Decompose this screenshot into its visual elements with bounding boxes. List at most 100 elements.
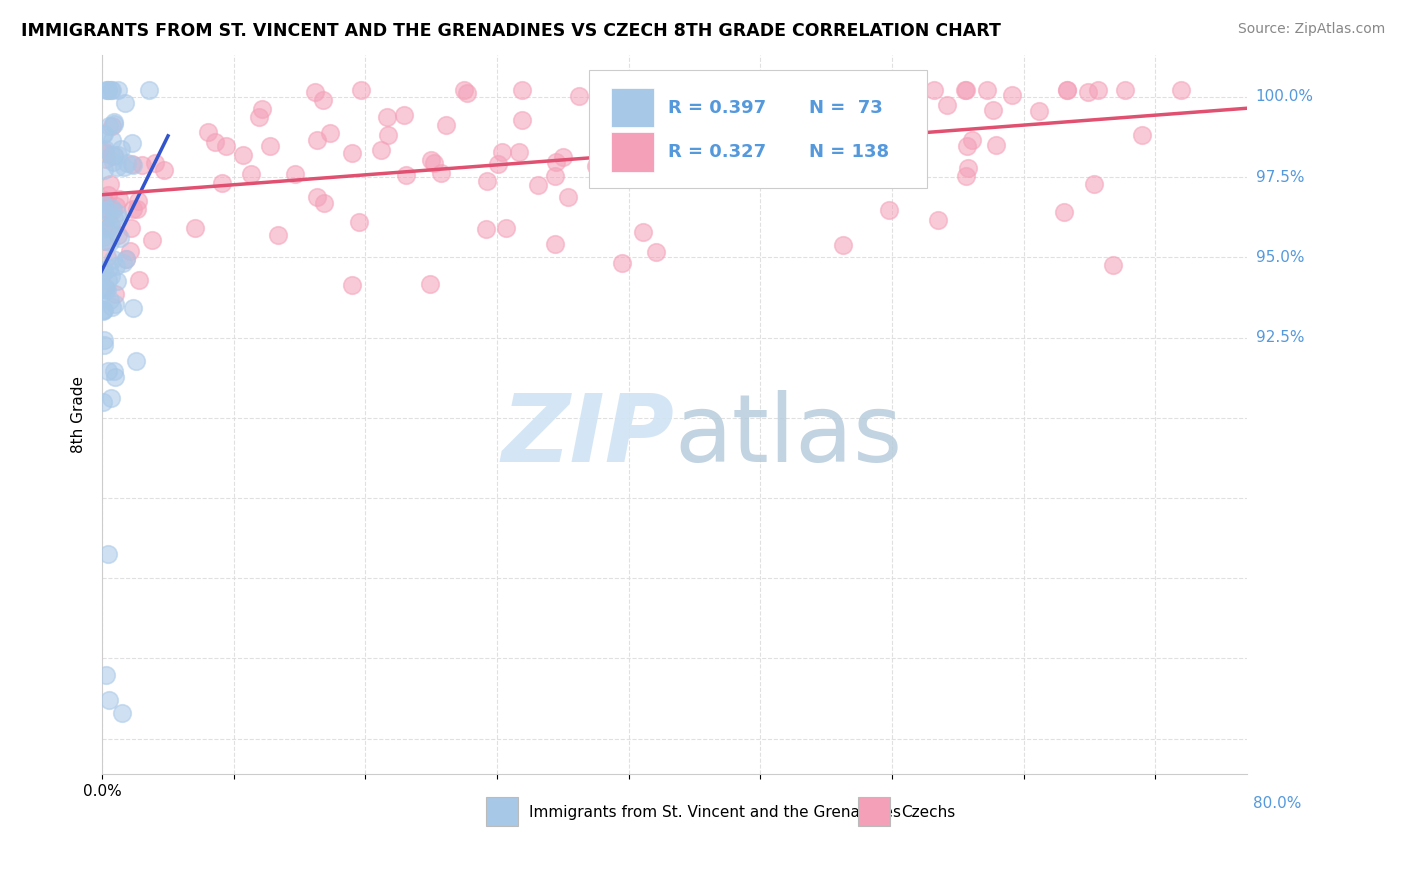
Point xyxy=(152,162,174,177)
Point xyxy=(434,118,457,132)
Point xyxy=(312,93,335,107)
Point xyxy=(103,117,125,131)
Point xyxy=(304,85,326,99)
Point xyxy=(1056,83,1078,97)
Point xyxy=(121,157,143,171)
Point xyxy=(724,137,747,152)
Text: N = 138: N = 138 xyxy=(808,144,889,161)
Point xyxy=(96,221,118,235)
Point xyxy=(347,214,370,228)
FancyBboxPatch shape xyxy=(610,132,654,172)
Point xyxy=(807,168,830,182)
Point xyxy=(97,83,120,97)
Point xyxy=(93,334,115,348)
Point xyxy=(598,123,620,137)
Point xyxy=(1170,83,1192,97)
Point xyxy=(125,202,148,216)
Point xyxy=(1028,103,1050,118)
Point xyxy=(495,220,517,235)
Point xyxy=(319,126,342,140)
Point xyxy=(105,160,128,174)
Point xyxy=(546,155,568,169)
Point xyxy=(93,285,115,300)
Point xyxy=(211,176,233,190)
Point xyxy=(419,277,441,291)
Point xyxy=(981,103,1004,117)
Point xyxy=(247,110,270,124)
FancyBboxPatch shape xyxy=(486,797,517,826)
Point xyxy=(832,238,855,252)
Point xyxy=(131,158,153,172)
Point xyxy=(508,145,530,159)
Point xyxy=(748,83,770,97)
Point xyxy=(935,98,957,112)
Point xyxy=(585,159,607,173)
Point xyxy=(986,137,1008,152)
Point xyxy=(1087,83,1109,97)
Point xyxy=(453,83,475,97)
Point xyxy=(873,83,896,97)
FancyBboxPatch shape xyxy=(589,70,927,188)
Point xyxy=(97,693,120,707)
Point xyxy=(557,189,579,203)
Point xyxy=(813,142,835,156)
Point xyxy=(91,196,114,211)
Point xyxy=(901,89,924,103)
Point xyxy=(430,166,453,180)
Point xyxy=(93,144,115,158)
Point xyxy=(1001,88,1024,103)
FancyBboxPatch shape xyxy=(610,87,654,128)
Text: IMMIGRANTS FROM ST. VINCENT AND THE GRENADINES VS CZECH 8TH GRADE CORRELATION CH: IMMIGRANTS FROM ST. VINCENT AND THE GREN… xyxy=(21,22,1001,40)
Point xyxy=(204,135,226,149)
Point xyxy=(855,104,877,119)
Point xyxy=(976,83,998,97)
Point xyxy=(96,202,118,217)
Point xyxy=(831,149,853,163)
Point xyxy=(770,162,793,177)
Point xyxy=(108,231,131,245)
Point xyxy=(370,143,392,157)
Point xyxy=(122,202,145,217)
Point xyxy=(927,212,949,227)
Point xyxy=(104,259,127,273)
Point xyxy=(143,155,166,169)
Point xyxy=(103,364,125,378)
Text: N =  73: N = 73 xyxy=(808,99,883,117)
Text: 97.5%: 97.5% xyxy=(1256,169,1305,185)
Point xyxy=(100,83,122,97)
Point xyxy=(97,210,120,224)
Point xyxy=(183,220,205,235)
Point xyxy=(568,89,591,103)
Point xyxy=(955,83,977,97)
Point xyxy=(115,252,138,266)
Point xyxy=(97,83,120,97)
Point xyxy=(98,235,121,249)
Point xyxy=(100,148,122,162)
Point xyxy=(769,151,792,165)
Point xyxy=(863,105,886,120)
Point xyxy=(551,150,574,164)
Point xyxy=(704,83,727,97)
Point xyxy=(630,83,652,97)
Point xyxy=(101,201,124,215)
Point xyxy=(93,218,115,232)
Point xyxy=(120,244,142,258)
Point xyxy=(105,199,128,213)
Point xyxy=(93,303,115,318)
Text: R = 0.327: R = 0.327 xyxy=(668,144,766,161)
Point xyxy=(141,233,163,247)
Point xyxy=(93,194,115,209)
Point xyxy=(1056,83,1078,97)
Point xyxy=(105,206,128,220)
Point xyxy=(103,203,125,218)
Point xyxy=(266,228,288,243)
Point xyxy=(104,370,127,384)
Point xyxy=(93,304,115,318)
Point xyxy=(94,234,117,248)
Point xyxy=(94,153,117,167)
Point xyxy=(96,250,118,264)
Point xyxy=(105,274,128,288)
Point xyxy=(107,211,129,226)
Point xyxy=(122,301,145,315)
Point xyxy=(101,252,124,266)
